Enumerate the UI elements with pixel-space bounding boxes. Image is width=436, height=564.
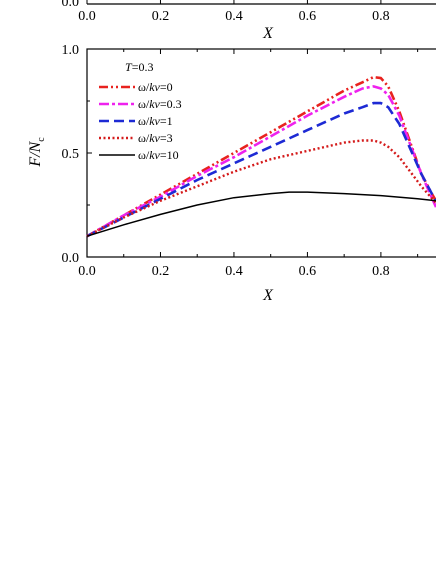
legend-label-3: ω/kv=1 <box>138 114 173 128</box>
series-layer <box>86 75 436 238</box>
axis-tick-labels: 0.0 0.2 0.4 0.6 0.8 0.0 0.5 1.0 <box>62 43 390 279</box>
series-line-5 <box>86 191 436 237</box>
y-axis-title-subscript: c <box>36 137 47 142</box>
top-y-tick-label: 0.0 <box>62 0 80 10</box>
main-plot: 0.0 0.2 0.4 0.6 0.8 0.0 0.5 1.0 T=0.3 ω/kv=0 ω/kv… <box>27 43 436 304</box>
legend-label-4: ω/kv=3 <box>138 131 173 145</box>
y-tick-label: 1.0 <box>62 43 80 58</box>
legend: T=0.3 ω/kv=0 ω/kv=0.3 ω/kv=1 ω/kv=3 ω/kv=10 <box>99 60 182 162</box>
legend-title: T=0.3 <box>125 60 153 74</box>
top-x-axis-title: X <box>262 25 274 42</box>
x-axis-title: X <box>262 287 274 304</box>
top-x-ticks: 0.0 0.2 0.4 0.6 0.8 <box>78 0 390 24</box>
legend-label-2: ω/kv=0.3 <box>138 97 182 111</box>
top-x-tick-label: 0.2 <box>152 9 170 24</box>
y-tick-label: 0.0 <box>62 251 80 266</box>
series-line-3 <box>86 101 436 238</box>
y-axis-title: F/Nc <box>27 137 47 168</box>
x-tick-label: 0.6 <box>299 264 317 279</box>
top-x-tick-label: 0.0 <box>78 9 96 24</box>
legend-label-5: ω/kv=10 <box>138 148 179 162</box>
legend-label-1: ω/kv=0 <box>138 80 173 94</box>
top-x-tick-label: 0.4 <box>225 9 243 24</box>
top-x-tick-label: 0.6 <box>299 9 317 24</box>
y-tick-label: 0.5 <box>62 147 80 162</box>
x-tick-label: 0.8 <box>372 264 390 279</box>
x-tick-label: 0.2 <box>152 264 170 279</box>
series-line-1 <box>86 75 436 238</box>
series-line-4 <box>86 139 436 238</box>
y-axis-title-main: F/N <box>27 140 44 167</box>
x-tick-label: 0.4 <box>225 264 243 279</box>
top-x-tick-label: 0.8 <box>372 9 390 24</box>
x-tick-label: 0.0 <box>78 264 96 279</box>
top-panel-fragment: 0.0 0.0 0.2 0.4 0.6 0.8 X <box>62 0 436 42</box>
axis-ticks <box>86 48 419 258</box>
series-line-2 <box>86 85 436 238</box>
